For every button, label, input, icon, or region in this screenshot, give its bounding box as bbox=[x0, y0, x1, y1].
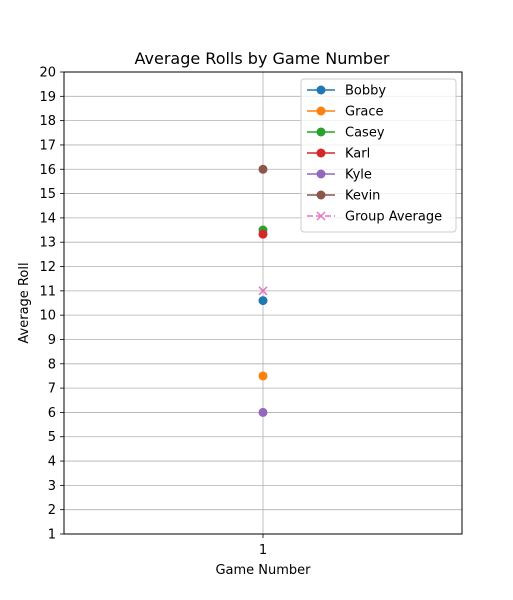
y-tick-label: 11 bbox=[39, 284, 56, 299]
legend: Bobby Grace Casey Karl Kyle Kevin Group Averag… bbox=[300, 78, 457, 233]
legend-entry-karl: Karl bbox=[307, 147, 370, 162]
y-tick-label: 16 bbox=[39, 163, 56, 178]
legend-label-bobby: Bobby bbox=[345, 84, 386, 99]
legend-label-group-average: Group Average bbox=[345, 210, 442, 225]
chart-title: Average Rolls by Game Number bbox=[135, 49, 390, 68]
y-tick-label: 3 bbox=[48, 479, 56, 494]
x-tick-label: 1 bbox=[259, 543, 267, 558]
y-tick-label: 1 bbox=[48, 528, 56, 543]
legend-entry-kyle: Kyle bbox=[307, 168, 372, 183]
data-point-grace bbox=[258, 371, 268, 381]
y-tick-label: 19 bbox=[39, 90, 56, 105]
x-axis-label: Game Number bbox=[215, 563, 311, 578]
legend-marker-kevin bbox=[316, 190, 326, 200]
y-tick-label: 17 bbox=[39, 138, 56, 153]
y-axis-label: Average Roll bbox=[17, 262, 32, 343]
y-tick-label: 6 bbox=[48, 406, 56, 421]
legend-entry-grace: Grace bbox=[307, 105, 384, 120]
legend-box bbox=[300, 78, 457, 233]
data-marks bbox=[258, 164, 268, 417]
legend-marker-group-average bbox=[316, 211, 326, 221]
y-tick-label: 2 bbox=[48, 503, 56, 518]
y-tick-label: 20 bbox=[39, 66, 56, 81]
y-tick-label: 7 bbox=[48, 382, 56, 397]
legend-entry-group-average: Group Average bbox=[307, 210, 442, 225]
y-tick-label: 18 bbox=[39, 114, 56, 129]
legend-entry-kevin: Kevin bbox=[307, 189, 380, 204]
legend-marker-casey bbox=[316, 127, 326, 137]
legend-marker-kyle bbox=[316, 169, 326, 179]
y-tick-label: 13 bbox=[39, 236, 56, 251]
legend-label-grace: Grace bbox=[345, 105, 384, 120]
y-tick-label: 5 bbox=[48, 430, 56, 445]
y-tick-label: 4 bbox=[48, 455, 56, 470]
legend-marker-bobby bbox=[316, 85, 326, 95]
legend-label-kevin: Kevin bbox=[345, 189, 380, 204]
legend-entry-bobby: Bobby bbox=[307, 84, 386, 99]
data-point-kevin bbox=[258, 164, 268, 174]
legend-entry-casey: Casey bbox=[307, 126, 385, 141]
y-tick-label: 12 bbox=[39, 260, 56, 275]
data-point-kyle bbox=[258, 407, 268, 417]
y-tick-label: 10 bbox=[39, 309, 56, 324]
y-tick-label: 9 bbox=[48, 333, 56, 348]
data-point-bobby bbox=[258, 296, 268, 306]
legend-label-casey: Casey bbox=[345, 126, 385, 141]
y-tick-label: 15 bbox=[39, 187, 56, 202]
legend-marker-grace bbox=[316, 106, 326, 116]
y-tick-label: 8 bbox=[48, 357, 56, 372]
legend-label-kyle: Kyle bbox=[345, 168, 372, 183]
legend-label-karl: Karl bbox=[345, 147, 370, 162]
y-tick-label: 14 bbox=[39, 211, 56, 226]
legend-marker-karl bbox=[316, 148, 326, 158]
data-point-group-average bbox=[258, 286, 268, 296]
data-point-karl bbox=[258, 229, 268, 239]
